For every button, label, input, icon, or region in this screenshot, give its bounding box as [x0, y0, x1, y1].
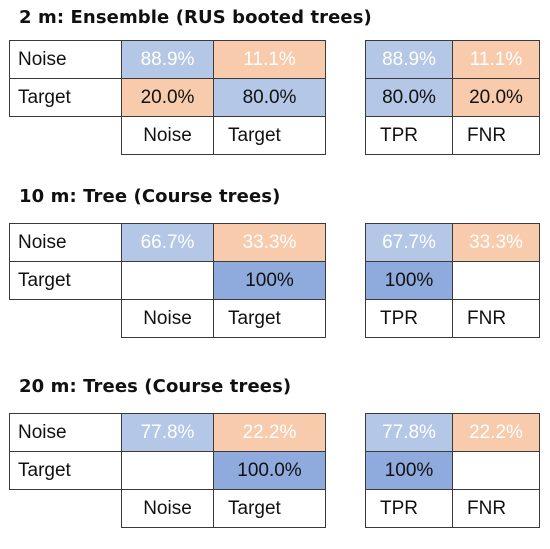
- table-row: Noise Target: [10, 489, 326, 528]
- cell-target-target: 100.0%: [213, 451, 326, 490]
- table-row: Noise 77.8% 22.2%: [9, 413, 326, 452]
- table-row: Noise 88.9% 11.1%: [9, 40, 326, 79]
- rate-label-tpr: TPR: [365, 116, 453, 155]
- rate-label-fnr: FNR: [452, 116, 540, 155]
- rate-cell-tpr-2: 100%: [365, 261, 453, 300]
- rate-cell-fnr-2: [452, 451, 540, 490]
- confusion-matrix-2m: Noise 88.9% 11.1% Target 20.0% 80.0% Noi…: [9, 40, 326, 155]
- table-row: Target 100%: [9, 261, 326, 300]
- col-label-noise: Noise: [121, 489, 214, 528]
- cell-noise-target: 11.1%: [213, 40, 326, 79]
- table-row: 100%: [365, 451, 540, 490]
- rate-label-tpr: TPR: [365, 299, 453, 338]
- table-row: TPR FNR: [365, 116, 540, 155]
- empty-corner: [10, 300, 122, 338]
- table-row: TPR FNR: [365, 299, 540, 338]
- row-label-noise: Noise: [9, 40, 122, 79]
- row-label-target: Target: [9, 261, 122, 300]
- rate-cell-tpr-1: 88.9%: [365, 40, 453, 79]
- rate-matrix-20m: 77.8% 22.2% 100% TPR FNR: [365, 413, 540, 528]
- rate-label-tpr: TPR: [365, 489, 453, 528]
- rate-label-fnr: FNR: [452, 299, 540, 338]
- empty-corner: [10, 117, 122, 155]
- col-label-noise: Noise: [121, 116, 214, 155]
- table-row: Target 100.0%: [9, 451, 326, 490]
- cell-noise-noise: 66.7%: [121, 223, 214, 262]
- confusion-matrix-20m: Noise 77.8% 22.2% Target 100.0% Noise Ta…: [9, 413, 326, 528]
- rate-matrix-2m: 88.9% 11.1% 80.0% 20.0% TPR FNR: [365, 40, 540, 155]
- table-row: Noise Target: [10, 299, 326, 338]
- table-row: TPR FNR: [365, 489, 540, 528]
- section-title-20m: 20 m: Trees (Course trees): [19, 376, 292, 397]
- cell-noise-noise: 77.8%: [121, 413, 214, 452]
- rate-cell-fnr-1: 11.1%: [452, 40, 540, 79]
- section-title-10m: 10 m: Tree (Course trees): [19, 186, 281, 207]
- section-title-2m: 2 m: Ensemble (RUS booted trees): [19, 7, 372, 28]
- rate-cell-fnr-1: 33.3%: [452, 223, 540, 262]
- col-label-target: Target: [213, 489, 326, 528]
- table-row: Noise 66.7% 33.3%: [9, 223, 326, 262]
- cell-noise-target: 33.3%: [213, 223, 326, 262]
- empty-corner: [10, 490, 122, 528]
- rate-cell-fnr-1: 22.2%: [452, 413, 540, 452]
- cell-target-target: 100%: [213, 261, 326, 300]
- cell-target-target: 80.0%: [213, 78, 326, 117]
- rate-matrix-10m: 67.7% 33.3% 100% TPR FNR: [365, 223, 540, 338]
- table-row: 100%: [365, 261, 540, 300]
- cell-noise-target: 22.2%: [213, 413, 326, 452]
- rate-cell-fnr-2: [452, 261, 540, 300]
- rate-cell-tpr-2: 80.0%: [365, 78, 453, 117]
- cell-target-noise: [121, 451, 214, 490]
- rate-cell-tpr-2: 100%: [365, 451, 453, 490]
- rate-cell-tpr-1: 67.7%: [365, 223, 453, 262]
- table-row: 88.9% 11.1%: [365, 40, 540, 79]
- table-row: Noise Target: [10, 116, 326, 155]
- col-label-noise: Noise: [121, 299, 214, 338]
- confusion-matrix-10m: Noise 66.7% 33.3% Target 100% Noise Targ…: [9, 223, 326, 338]
- row-label-noise: Noise: [9, 413, 122, 452]
- cell-target-noise: [121, 261, 214, 300]
- row-label-target: Target: [9, 451, 122, 490]
- col-label-target: Target: [213, 116, 326, 155]
- table-row: 80.0% 20.0%: [365, 78, 540, 117]
- row-label-noise: Noise: [9, 223, 122, 262]
- col-label-target: Target: [213, 299, 326, 338]
- table-row: 67.7% 33.3%: [365, 223, 540, 262]
- rate-cell-tpr-1: 77.8%: [365, 413, 453, 452]
- row-label-target: Target: [9, 78, 122, 117]
- cell-target-noise: 20.0%: [121, 78, 214, 117]
- table-row: Target 20.0% 80.0%: [9, 78, 326, 117]
- cell-noise-noise: 88.9%: [121, 40, 214, 79]
- rate-label-fnr: FNR: [452, 489, 540, 528]
- rate-cell-fnr-2: 20.0%: [452, 78, 540, 117]
- table-row: 77.8% 22.2%: [365, 413, 540, 452]
